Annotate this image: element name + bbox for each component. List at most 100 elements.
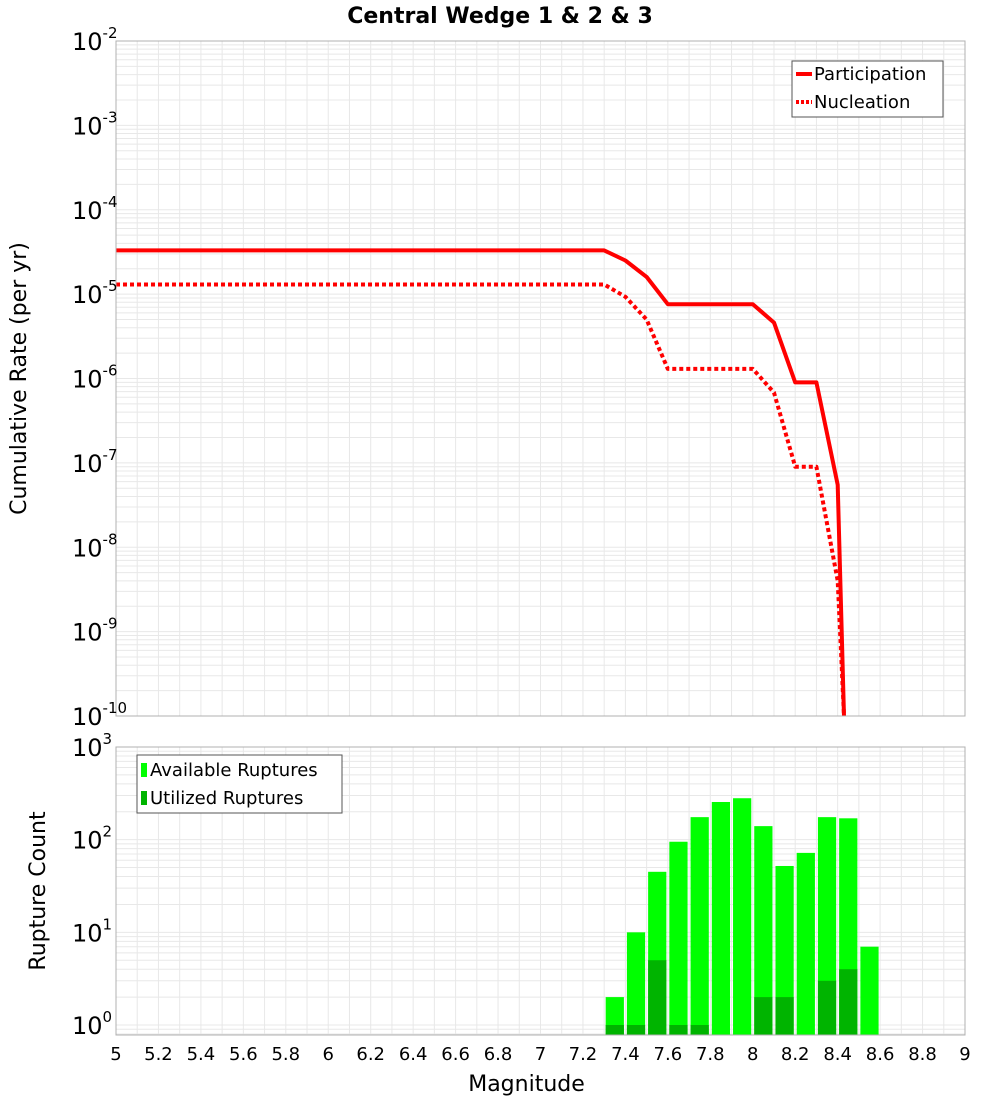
y-tick-label: 10-3: [72, 108, 118, 140]
bar-utilized: [839, 969, 858, 1035]
count-plot-frame: [115, 746, 966, 1036]
y-tick-base: 10: [72, 281, 103, 309]
bar-available: [796, 852, 815, 1035]
legend-label-nucleation: Nucleation: [814, 92, 910, 113]
x-tick-label: 6.2: [356, 1044, 385, 1065]
bar-utilized: [669, 1025, 688, 1035]
rate-plot-frame: [115, 40, 966, 717]
x-tick-label: 5.8: [271, 1044, 300, 1065]
y-tick-label: 10-2: [72, 24, 118, 56]
y-tick-base: 10: [72, 703, 103, 731]
y-tick-label: 100: [72, 1008, 112, 1040]
bar-utilized: [626, 1025, 646, 1035]
y-tick-exponent: 2: [103, 823, 113, 841]
x-tick-label: 5: [110, 1044, 121, 1065]
y-tick-exponent: -4: [103, 193, 118, 211]
bar-available: [733, 798, 752, 1035]
x-tick-label: 5.4: [187, 1044, 216, 1065]
y-tick-exponent: 0: [103, 1008, 113, 1026]
rate-series: [116, 248, 846, 717]
bar-available: [860, 946, 879, 1035]
y-tick-exponent: -3: [103, 108, 118, 126]
legend-swatch-utilized: [141, 791, 147, 805]
bar-available: [754, 826, 773, 1035]
y-tick-exponent: -6: [103, 362, 118, 380]
bar-available: [669, 841, 688, 1035]
y-tick-label: 103: [72, 730, 112, 762]
y-tick-label: 101: [72, 915, 112, 947]
x-tick-label: 7: [535, 1044, 546, 1065]
x-tick-label: 7.6: [654, 1044, 683, 1065]
bar-available: [690, 817, 709, 1035]
y-tick-label: 10-8: [72, 530, 118, 562]
bar-utilized: [754, 997, 773, 1035]
y-tick-label: 102: [72, 823, 112, 855]
legend-box: [136, 754, 343, 814]
chart-title: Central Wedge 1 & 2 & 3: [347, 4, 653, 29]
y-tick-base: 10: [72, 112, 103, 140]
y-tick-base: 10: [72, 366, 103, 394]
legend-label-participation: Participation: [814, 64, 926, 85]
y-tick-label: 10-7: [72, 446, 118, 478]
count-bars: [605, 798, 879, 1035]
bar-available: [817, 817, 837, 1035]
x-tick-label: 7.4: [611, 1044, 640, 1065]
y-tick-base: 10: [72, 534, 103, 562]
rate-grid: [115, 41, 966, 717]
y-tick-base: 10: [72, 919, 103, 947]
x-tick-label: 5.6: [229, 1044, 258, 1065]
x-tick-label: 6: [323, 1044, 334, 1065]
count-y-axis-label: Rupture Count: [26, 811, 51, 971]
x-tick-label: 8: [747, 1044, 758, 1065]
bar-available: [711, 801, 731, 1035]
x-tick-label: 8.2: [781, 1044, 810, 1065]
bar-utilized: [775, 997, 794, 1035]
x-tick-label: 5.2: [144, 1044, 173, 1065]
legend-label-utilized: Utilized Ruptures: [150, 788, 303, 809]
bar-utilized: [648, 960, 667, 1035]
x-tick-label: 8.4: [823, 1044, 852, 1065]
magnitude-x-axis-label: Magnitude: [468, 1072, 585, 1097]
y-tick-base: 10: [72, 450, 103, 478]
x-tick-label: 8.6: [866, 1044, 895, 1065]
legend-box: [791, 60, 944, 118]
series-line-participation: [116, 248, 846, 717]
y-tick-base: 10: [72, 827, 103, 855]
y-tick-exponent: -9: [103, 615, 118, 633]
legend-label-available: Available Ruptures: [150, 760, 318, 781]
y-tick-base: 10: [72, 1012, 103, 1040]
y-tick-exponent: -2: [103, 24, 118, 42]
x-tick-label: 7.8: [696, 1044, 725, 1065]
y-tick-label: 10-6: [72, 362, 118, 394]
x-tick-label: 9: [959, 1044, 970, 1065]
bar-utilized: [817, 980, 837, 1035]
bar-utilized: [690, 1025, 709, 1035]
y-tick-label: 10-4: [72, 193, 118, 225]
y-tick-label: 10-9: [72, 615, 118, 647]
y-tick-label: 10-10: [72, 699, 127, 731]
y-tick-base: 10: [72, 28, 103, 56]
y-tick-exponent: 3: [103, 730, 113, 748]
x-tick-label: 8.8: [908, 1044, 937, 1065]
rate-y-axis-label: Cumulative Rate (per yr): [7, 242, 32, 515]
magnitude-x-ticks: 5 5.2 5.4 5.6 5.8 6 6.2 6.4 6.6 6.8 7 7.2 7.4 7.6 7.8 8…: [110, 1044, 970, 1065]
y-tick-base: 10: [72, 197, 103, 225]
x-tick-label: 7.2: [569, 1044, 598, 1065]
y-tick-exponent: -7: [103, 446, 118, 464]
y-tick-base: 10: [72, 619, 103, 647]
x-tick-label: 6.8: [484, 1044, 513, 1065]
x-tick-label: 6.6: [441, 1044, 470, 1065]
bar-available: [626, 932, 646, 1035]
x-tick-label: 6.4: [399, 1044, 428, 1065]
bar-utilized: [605, 1025, 624, 1035]
bar-available: [775, 865, 794, 1035]
y-tick-exponent: 1: [103, 915, 113, 933]
y-tick-label: 10-5: [72, 277, 118, 309]
y-tick-exponent: -5: [103, 277, 118, 295]
y-tick-base: 10: [72, 734, 103, 762]
y-tick-exponent: -10: [103, 699, 128, 717]
